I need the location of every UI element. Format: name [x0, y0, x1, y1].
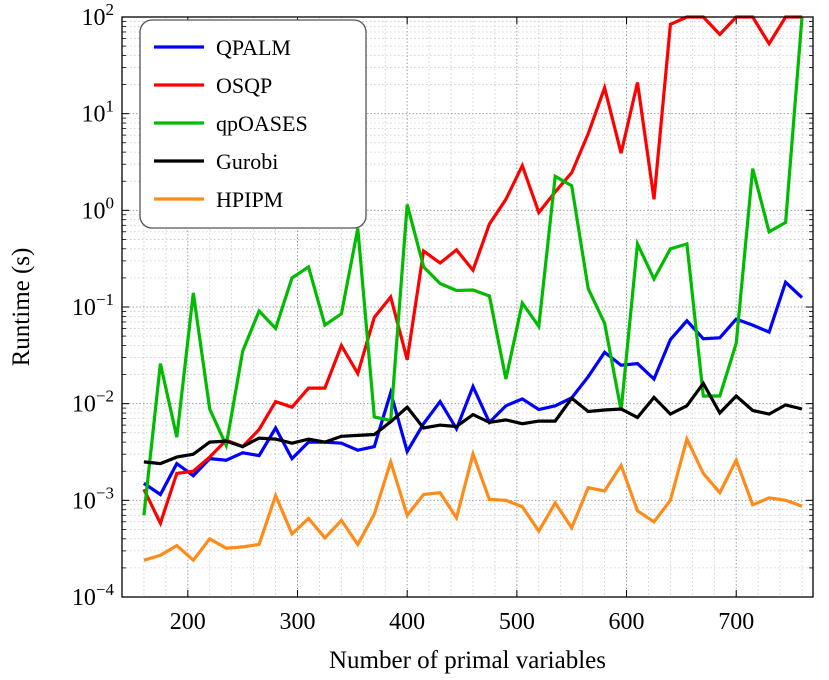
legend-label-osqp: OSQP — [216, 73, 272, 98]
y-axis-label: Runtime (s) — [8, 248, 35, 367]
major-grid — [122, 17, 813, 597]
y-tick-label: 102 — [82, 0, 115, 31]
x-tick-label: 200 — [170, 609, 206, 635]
y-tick-label: 10−1 — [72, 290, 114, 321]
legend-box — [139, 19, 367, 229]
y-tick-labels: 10−4 10−3 10−2 10−1 100 101 102 — [72, 0, 115, 611]
legend-label-gurobi: Gurobi — [216, 149, 278, 174]
x-tick-label: 500 — [499, 609, 535, 635]
y-tick-label: 100 — [82, 193, 115, 224]
legend-label-hpipm: HPIPM — [216, 187, 283, 212]
y-tick-label: 10−4 — [72, 580, 115, 611]
x-tick-label: 600 — [609, 609, 645, 635]
legend-label-qpoases: qpOASES — [216, 111, 308, 136]
legend-label-qpalm: QPALM — [216, 35, 291, 60]
series-line-qpalm — [143, 279, 804, 497]
y-tick-label: 10−3 — [72, 483, 114, 514]
series-line-gurobi — [143, 380, 803, 466]
series-line-qpoases — [142, 16, 804, 516]
x-tick-labels: 200 300 400 500 600 700 — [170, 609, 754, 635]
x-tick-label: 300 — [279, 609, 315, 635]
x-tick-label: 700 — [718, 609, 754, 635]
series-line-hpipm — [143, 434, 803, 563]
x-axis-label: Number of primal variables — [329, 647, 606, 674]
axis-ticks — [122, 16, 813, 598]
y-tick-label: 10−2 — [72, 387, 114, 418]
legend: QPALM OSQP qpOASES Gurobi HPIPM — [139, 19, 367, 229]
y-tick-label: 101 — [82, 97, 115, 128]
x-tick-label: 400 — [389, 609, 425, 635]
